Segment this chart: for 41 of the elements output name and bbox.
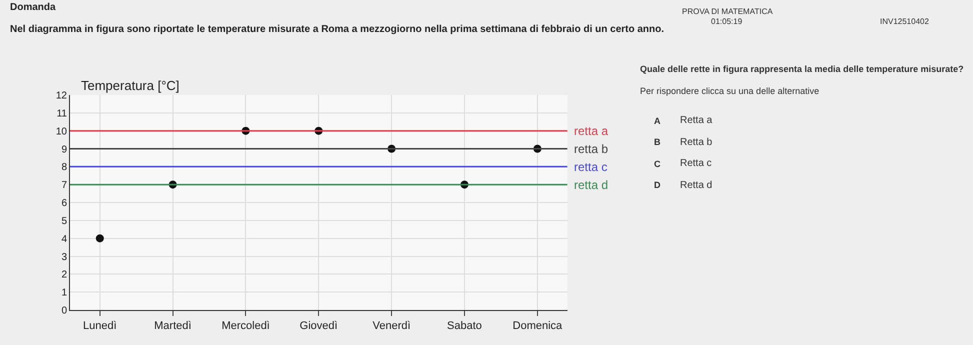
ref-line-label: retta c xyxy=(574,160,608,174)
chart-subtitle: Domanda xyxy=(10,2,56,13)
x-tick-label: Domenica xyxy=(512,320,564,332)
x-tick-label: Lunedì xyxy=(83,320,117,332)
x-tick-label: Giovedì xyxy=(300,320,338,332)
chart-title: Nel diagramma in figura sono riportate le temperature misurate a Roma a mezzogiorno nella prima settimana di febbraio di un certo anno. xyxy=(10,24,664,35)
y-tick-label: 11 xyxy=(56,108,68,120)
point xyxy=(96,234,104,242)
y-tick-label: 10 xyxy=(56,126,68,138)
text: D xyxy=(654,180,661,190)
y-tick-label: 4 xyxy=(61,234,68,245)
y-tick-label: 0 xyxy=(61,306,68,316)
y-tick-label: 7 xyxy=(61,180,68,192)
text: C xyxy=(654,159,661,169)
text: PROVA DI MATEMATICA xyxy=(682,7,774,16)
text: Retta c xyxy=(680,158,712,169)
text: A xyxy=(654,116,661,126)
ref-line-label: retta a xyxy=(574,124,608,138)
ref-line-label: retta d xyxy=(574,178,608,192)
ref-line-label: retta b xyxy=(574,142,608,156)
text: Retta b xyxy=(680,137,713,148)
y-tick-label: 3 xyxy=(61,252,68,263)
y-tick-label: 9 xyxy=(61,144,68,156)
x-tick-label: Venerdì xyxy=(372,320,411,332)
text: B xyxy=(654,137,661,147)
x-tick-label: Sabato xyxy=(447,320,482,332)
y-tick-label: 2 xyxy=(61,270,68,281)
text: Retta d xyxy=(680,180,712,191)
y-tick-label: 12 xyxy=(56,90,68,102)
y-tick-label: 1 xyxy=(61,288,68,299)
y-axis-title: Temperatura [°C] xyxy=(81,78,180,93)
x-tick-label: Martedì xyxy=(154,320,192,332)
y-tick-label: 5 xyxy=(61,216,68,227)
y-tick-label: 6 xyxy=(61,198,68,209)
text: Per rispondere clicca su una delle alternative xyxy=(640,86,820,96)
text: Quale delle rette in figura rappresenta la media delle temperature misurate? xyxy=(640,64,964,74)
text: Retta a xyxy=(680,115,713,126)
text: 01:05:19 xyxy=(711,17,743,26)
y-tick-label: 8 xyxy=(61,162,68,174)
x-tick-label: Mercoledì xyxy=(222,320,270,332)
text: INV12510402 xyxy=(880,17,930,26)
